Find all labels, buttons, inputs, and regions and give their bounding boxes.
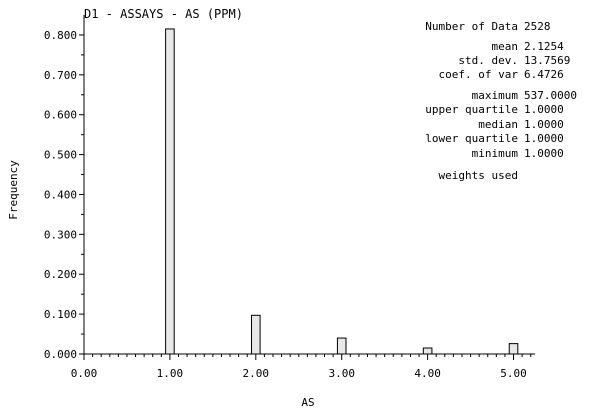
stat-value: 2.1254	[524, 40, 564, 53]
x-tick-label: 2.00	[243, 367, 270, 380]
stat-label: mean	[492, 40, 519, 53]
histogram-bar	[251, 314, 261, 355]
y-tick-label: 0.700	[44, 69, 77, 82]
chart-title: D1 - ASSAYS - AS (PPM)	[84, 7, 243, 21]
stat-label: minimum	[472, 147, 519, 160]
x-tick-label: 4.00	[414, 367, 441, 380]
stat-value: 1.0000	[524, 132, 564, 145]
bars	[165, 28, 519, 355]
x-tick-label: 5.00	[500, 367, 527, 380]
histogram-bar	[422, 347, 433, 355]
histogram-bar	[336, 337, 347, 355]
y-tick-label: 0.200	[44, 268, 77, 281]
stat-label: lower quartile	[425, 132, 518, 145]
x-tick-label: 0.00	[71, 367, 98, 380]
stat-value: 1.0000	[524, 103, 564, 116]
statistics-panel: Number of Data 2528 mean 2.1254 std. dev. 13.…	[425, 20, 577, 182]
stat-label: maximum	[472, 89, 519, 102]
stat-label: median	[478, 118, 518, 131]
stat-value: 13.7569	[524, 54, 570, 67]
x-tick-label: 1.00	[157, 367, 184, 380]
x-axis-label: AS	[301, 396, 314, 409]
y-tick-label: 0.600	[44, 109, 77, 122]
stat-label: upper quartile	[425, 103, 518, 116]
weights-note: weights used	[439, 169, 518, 182]
stat-label: coef. of var	[439, 68, 519, 81]
stat-label: std. dev.	[458, 54, 518, 67]
stat-value: 1.0000	[524, 118, 564, 131]
axes: 0.000 0.100 0.200 0.300 0.400 0.500 0.600 0.700…	[44, 15, 535, 380]
y-tick-label: 0.100	[44, 308, 77, 321]
histogram-bar	[508, 343, 519, 355]
stat-label: Number of Data	[425, 20, 518, 33]
stat-value: 6.4726	[524, 68, 564, 81]
y-tick-label: 0.800	[44, 29, 77, 42]
x-tick-label: 3.00	[328, 367, 355, 380]
histogram-bar	[165, 28, 175, 355]
y-tick-label: 0.300	[44, 228, 77, 241]
stat-value: 2528	[524, 20, 551, 33]
y-tick-label: 0.000	[44, 348, 77, 361]
y-tick-label: 0.400	[44, 188, 77, 201]
y-tick-label: 0.500	[44, 149, 77, 162]
stat-value: 537.0000	[524, 89, 577, 102]
y-axis-label: Frequency	[7, 160, 20, 220]
stat-value: 1.0000	[524, 147, 564, 160]
